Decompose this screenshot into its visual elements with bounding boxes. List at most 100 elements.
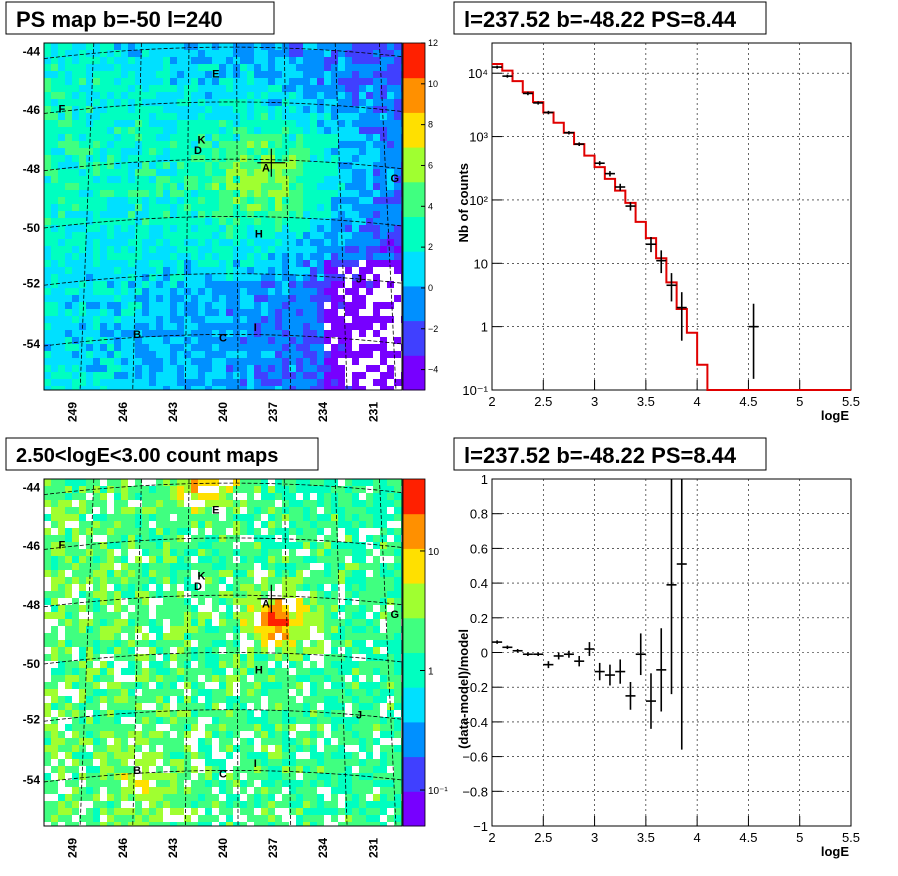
map-cell [254, 120, 261, 127]
map-cell [128, 50, 135, 57]
map-cell [128, 64, 135, 71]
map-cell [303, 148, 310, 155]
map-cell [233, 668, 240, 675]
map-cell [240, 500, 247, 507]
map-cell [93, 500, 100, 507]
map-cell [345, 696, 352, 703]
map-cell [352, 640, 359, 647]
map-cell [345, 724, 352, 731]
map-cell [296, 309, 303, 316]
map-cell [198, 372, 205, 379]
map-cell [163, 239, 170, 246]
map-cell [261, 689, 268, 696]
map-cell [135, 106, 142, 113]
map-cell [380, 598, 387, 605]
map-cell [303, 759, 310, 766]
map-cell [226, 99, 233, 106]
map-cell [170, 148, 177, 155]
map-cell [240, 633, 247, 640]
map-cell [366, 654, 373, 661]
map-cell [114, 155, 121, 162]
map-cell [282, 486, 289, 493]
map-cell [170, 302, 177, 309]
map-cell [72, 619, 79, 626]
map-cell [282, 605, 289, 612]
map-cell [107, 323, 114, 330]
map-cell [387, 563, 394, 570]
map-cell [233, 127, 240, 134]
map-cell [51, 626, 58, 633]
map-cell [198, 521, 205, 528]
map-cell [205, 675, 212, 682]
map-cell [303, 302, 310, 309]
map-cell [275, 493, 282, 500]
map-cell [324, 337, 331, 344]
map-cell [163, 577, 170, 584]
map-cell [268, 626, 275, 633]
map-cell [93, 626, 100, 633]
map-cell [387, 232, 394, 239]
map-cell [233, 647, 240, 654]
map-cell [170, 64, 177, 71]
map-cell [233, 619, 240, 626]
map-cell [338, 507, 345, 514]
map-cell [268, 542, 275, 549]
map-cell [289, 78, 296, 85]
map-cell [310, 675, 317, 682]
map-cell [205, 479, 212, 486]
map-cell [121, 78, 128, 85]
map-cell [373, 323, 380, 330]
map-cell [275, 106, 282, 113]
map-cell [177, 661, 184, 668]
map-cell [282, 521, 289, 528]
map-cell [100, 598, 107, 605]
map-cell [289, 605, 296, 612]
map-cell [142, 288, 149, 295]
map-cell [338, 521, 345, 528]
map-cell [240, 134, 247, 141]
map-cell [296, 183, 303, 190]
map-cell [149, 323, 156, 330]
map-cell [226, 113, 233, 120]
map-cell [51, 696, 58, 703]
map-cell [331, 514, 338, 521]
map-cell [121, 542, 128, 549]
map-cell [58, 479, 65, 486]
map-cell [261, 549, 268, 556]
map-cell [79, 50, 86, 57]
map-cell [387, 295, 394, 302]
map-cell [226, 120, 233, 127]
map-cell [79, 675, 86, 682]
map-cell [135, 640, 142, 647]
map-cell [198, 717, 205, 724]
map-cell [282, 647, 289, 654]
map-cell [184, 689, 191, 696]
map-cell [149, 99, 156, 106]
map-cell [128, 563, 135, 570]
map-cell [261, 85, 268, 92]
map-cell [72, 689, 79, 696]
map-cell [184, 330, 191, 337]
map-cell [100, 591, 107, 598]
map-cell [198, 710, 205, 717]
map-cell [170, 50, 177, 57]
map-cell [289, 689, 296, 696]
map-cell [51, 246, 58, 253]
map-cell [373, 197, 380, 204]
map-cell [275, 773, 282, 780]
map-cell [191, 78, 198, 85]
map-cell [373, 514, 380, 521]
map-cell [373, 288, 380, 295]
map-cell [380, 260, 387, 267]
map-cell [51, 640, 58, 647]
map-cell [324, 710, 331, 717]
map-cell [387, 358, 394, 365]
map-cell [72, 570, 79, 577]
map-cell [338, 493, 345, 500]
map-cell [100, 724, 107, 731]
map-cell [331, 766, 338, 773]
map-cell [100, 141, 107, 148]
map-cell [58, 570, 65, 577]
map-y-tick-label: -44 [23, 45, 41, 59]
map-cell [205, 337, 212, 344]
